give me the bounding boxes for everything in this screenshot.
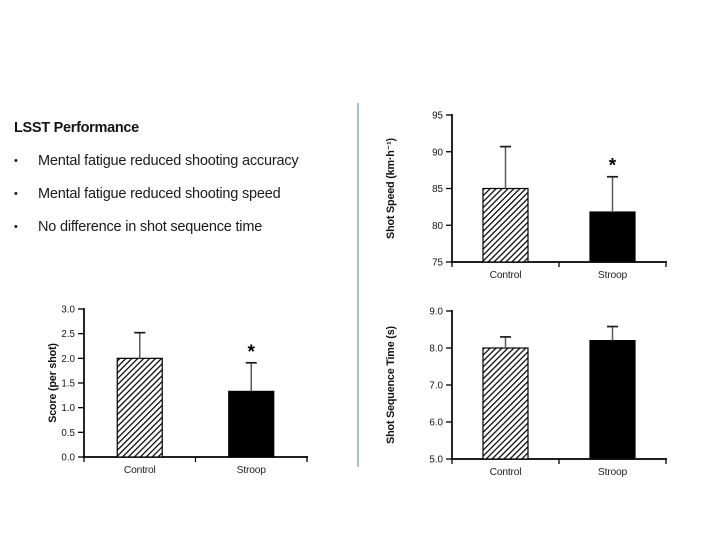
bar-stroop — [589, 211, 636, 263]
list-item: • Mental fatigue reduced shooting speed — [14, 184, 349, 204]
y-tick-label: 6.0 — [429, 418, 443, 429]
y-tick-label: 9.0 — [429, 307, 443, 318]
y-tick-label: 90 — [432, 147, 443, 158]
y-tick-label: 1.5 — [61, 379, 75, 390]
y-tick-label: 3.0 — [61, 305, 75, 316]
y-axis-label: Shot Sequence Time (s) — [385, 326, 397, 444]
y-tick-label: 5.0 — [429, 455, 443, 466]
y-tick-label: 0.5 — [61, 428, 75, 439]
bar-stroop — [589, 339, 636, 460]
divider-line — [357, 103, 359, 467]
bullet-text-speed: Mental fatigue reduced shooting speed — [38, 186, 281, 202]
y-tick-label: 7.0 — [429, 381, 443, 392]
bar-control — [482, 187, 529, 263]
list-item: • No difference in shot sequence time — [14, 217, 349, 237]
x-category-label: Stroop — [598, 270, 628, 281]
x-category-label: Control — [490, 270, 522, 281]
score-per-shot-chart: 0.0 0.5 1.0 1.5 2.0 2.5 3.0 Control * Stroop Score… — [47, 305, 308, 476]
y-axis-label: Shot Speed (km·h⁻¹) — [385, 137, 397, 238]
y-tick-label: 8.0 — [429, 344, 443, 355]
page-title: LSST Performance — [14, 120, 139, 136]
significance-asterisk: * — [609, 156, 617, 177]
y-tick-label: 1.0 — [61, 403, 75, 414]
y-tick-label: 80 — [432, 221, 443, 232]
y-tick-label: 85 — [432, 184, 443, 195]
x-category-label: Control — [490, 467, 522, 478]
y-tick-label: 0.0 — [61, 453, 75, 464]
x-category-label: Control — [124, 465, 156, 476]
y-tick-label: 2.0 — [61, 354, 75, 365]
bullet-icon: • — [14, 155, 18, 167]
y-axis-label: Score (per shot) — [47, 343, 59, 423]
y-tick-label: 95 — [432, 111, 443, 122]
shot-sequence-time-chart: 5.0 6.0 7.0 8.0 9.0 Control Stroop Shot Sequenc… — [385, 307, 667, 478]
list-item: • Mental fatigue reduced shooting accura… — [14, 151, 349, 171]
x-category-label: Stroop — [598, 467, 628, 478]
bullet-list: • Mental fatigue reduced shooting accura… — [14, 151, 349, 250]
y-tick-label: 75 — [432, 258, 443, 269]
significance-asterisk: * — [248, 342, 256, 363]
bullet-icon: • — [14, 221, 18, 233]
bar-stroop — [228, 390, 275, 458]
y-tick-label: 2.5 — [61, 329, 75, 340]
bar-control — [116, 357, 163, 458]
bullet-text-accuracy: Mental fatigue reduced shooting accuracy — [38, 153, 299, 169]
bullet-icon: • — [14, 188, 18, 200]
x-category-label: Stroop — [237, 465, 267, 476]
shot-speed-chart: 75 80 85 90 95 Control * Stroop Shot Speed (km·h… — [385, 111, 667, 281]
bullet-text-sequence: No difference in shot sequence time — [38, 219, 263, 235]
bar-control — [482, 347, 529, 460]
